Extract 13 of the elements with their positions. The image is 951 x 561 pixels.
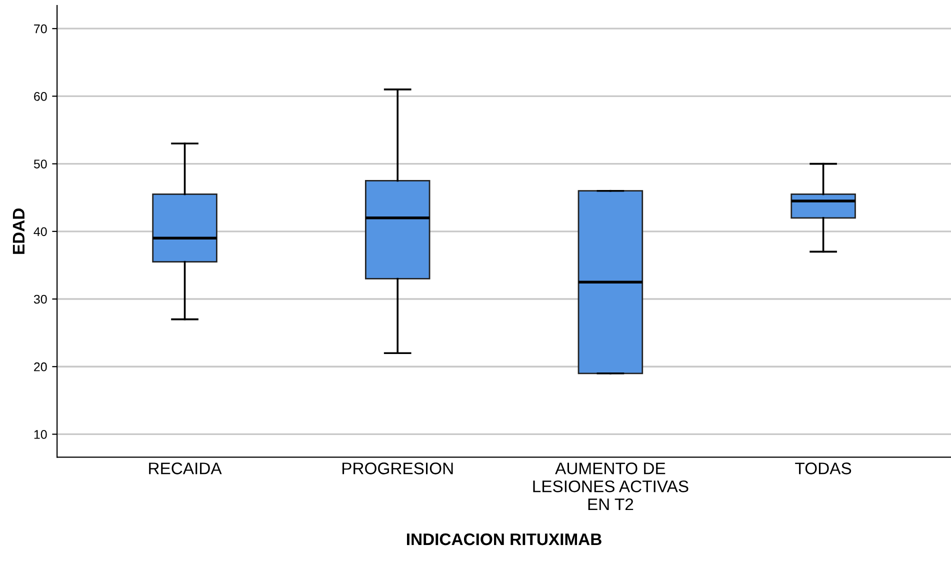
y-tick-label: 70 [34, 24, 47, 34]
x-tick-label: PROGRESION [342, 462, 453, 474]
x-tick-label: TODAS [795, 462, 852, 474]
y-tick-label: 30 [34, 294, 47, 304]
y-tick-label: 20 [34, 362, 47, 372]
x-axis-title: INDICACION RITUXIMAB [407, 533, 602, 546]
y-tick-label: 10 [34, 430, 47, 439]
x-tick-label: AUMENTO DE LESIONES ACTIVAS EN T2 [533, 462, 688, 510]
y-tick-label: 40 [34, 227, 47, 236]
x-tick-label: RECAIDA [149, 462, 222, 474]
y-axis-title: EDAD [12, 208, 24, 254]
y-tick-label: 60 [34, 92, 47, 101]
y-tick-label: 50 [34, 160, 47, 168]
